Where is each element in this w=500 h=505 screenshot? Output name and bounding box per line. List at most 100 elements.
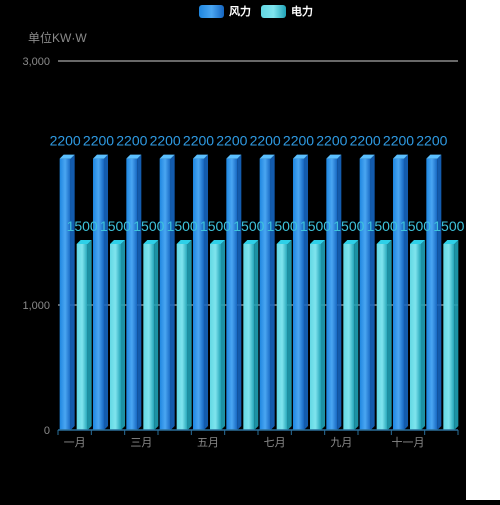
bar-side [187,240,192,430]
bar-side [337,154,342,430]
bar-value-label: 1500 [400,218,431,234]
bar-value-label: 2200 [416,133,447,149]
bar-face [126,158,138,430]
bar-value-label: 2200 [116,133,147,149]
legend-label: 风力 [229,4,251,18]
bar-value-label: 1500 [167,218,198,234]
unit-label: 单位KW·W [28,30,87,45]
bar-value-label: 2200 [50,133,81,149]
bar-face [376,244,388,430]
bar-value-label: 2200 [83,133,114,149]
bar-face [226,158,238,430]
bar-power [143,240,159,430]
bar-value-label: 1500 [200,218,231,234]
bar-value-label: 2200 [350,133,381,149]
bar-wind [226,154,242,430]
bar-value-label: 1500 [433,218,464,234]
bar-value-label: 1500 [100,218,131,234]
bar-top [359,154,375,159]
legend-swatch [199,5,224,18]
bar-top [59,154,75,159]
bar-side [421,240,425,430]
bar-power [76,240,92,430]
bar-side [170,154,175,430]
bar-value-label: 2200 [150,133,181,149]
bar-top [243,240,259,244]
bar-power [376,240,392,430]
bar-wind [393,154,408,430]
bar-side [304,154,308,430]
y-tick-label: 0 [44,425,50,437]
bar-value-label: 2200 [383,133,414,149]
bar-power [276,240,292,430]
bar-top [343,240,359,244]
bar-top [210,240,225,244]
bar-face [193,158,204,430]
bar-value-label: 1500 [233,218,264,234]
bar-value-label: 2200 [250,133,281,149]
bar-value-label: 1500 [333,218,364,234]
bar-top [159,154,175,159]
bar-wind [159,154,175,430]
bar-top [326,154,342,159]
bar-wind [193,154,208,430]
bar-side [354,240,359,430]
bar-top [276,240,292,244]
y-tick-label: 3,000 [22,56,50,68]
bar-side [137,154,142,430]
bar-value-label: 1500 [267,218,298,234]
legend-label: 电力 [291,4,313,18]
bar-top [76,240,92,244]
bar-wind [259,154,275,430]
bar-wind [426,154,442,430]
bar-top [126,154,142,159]
bar-face [393,158,404,430]
legend-swatch [261,5,286,18]
bar-face [76,244,88,430]
bar-value-label: 2200 [216,133,247,149]
y-tick-label: 1,000 [22,300,50,312]
bar-face [176,244,188,430]
bar-face [59,158,71,430]
bar-face [293,158,304,430]
bar-face [343,244,355,430]
bar-value-label: 2200 [316,133,347,149]
bar-top [376,240,392,244]
bar-face [276,244,288,430]
bar-side [121,240,125,430]
bar-top [443,240,459,244]
bar-face [326,158,338,430]
x-tick-label: 九月 [330,436,352,449]
bar-face [210,244,221,430]
bar-top [410,240,425,244]
bar-power [310,240,325,430]
bar-top [259,154,275,159]
bar-side [154,240,159,430]
x-tick-label: 一月 [64,437,86,449]
bar-side [104,154,108,430]
bar-side [454,240,459,430]
bar-wind [293,154,308,430]
bar-face [259,158,271,430]
value-labels: 2200 2200 2200 2200 2200 2200 2200 2200 2200 2200… [50,133,465,234]
bar-side [437,154,442,430]
bar-top [193,154,208,159]
bar-value-label: 2200 [183,133,214,149]
x-tick-label: 三月 [130,437,152,449]
bar-face [410,244,421,430]
bar-side [321,240,325,430]
bar-value-label: 1500 [67,218,98,234]
bar-value-label: 2200 [283,133,314,149]
x-axis: 一月 三月 五月 七月 九月 十一月 [57,429,459,449]
bar-wind [126,154,142,430]
bar-top [93,154,108,159]
bar-face [426,158,438,430]
bar-side [87,240,92,430]
bar-value-label: 1500 [300,218,331,234]
bar-value-label: 1500 [367,218,398,234]
bar-side [204,154,208,430]
x-tick-label: 十一月 [392,435,425,449]
bar-side [370,154,375,430]
bar-wind [359,154,375,430]
bar-top [110,240,125,244]
